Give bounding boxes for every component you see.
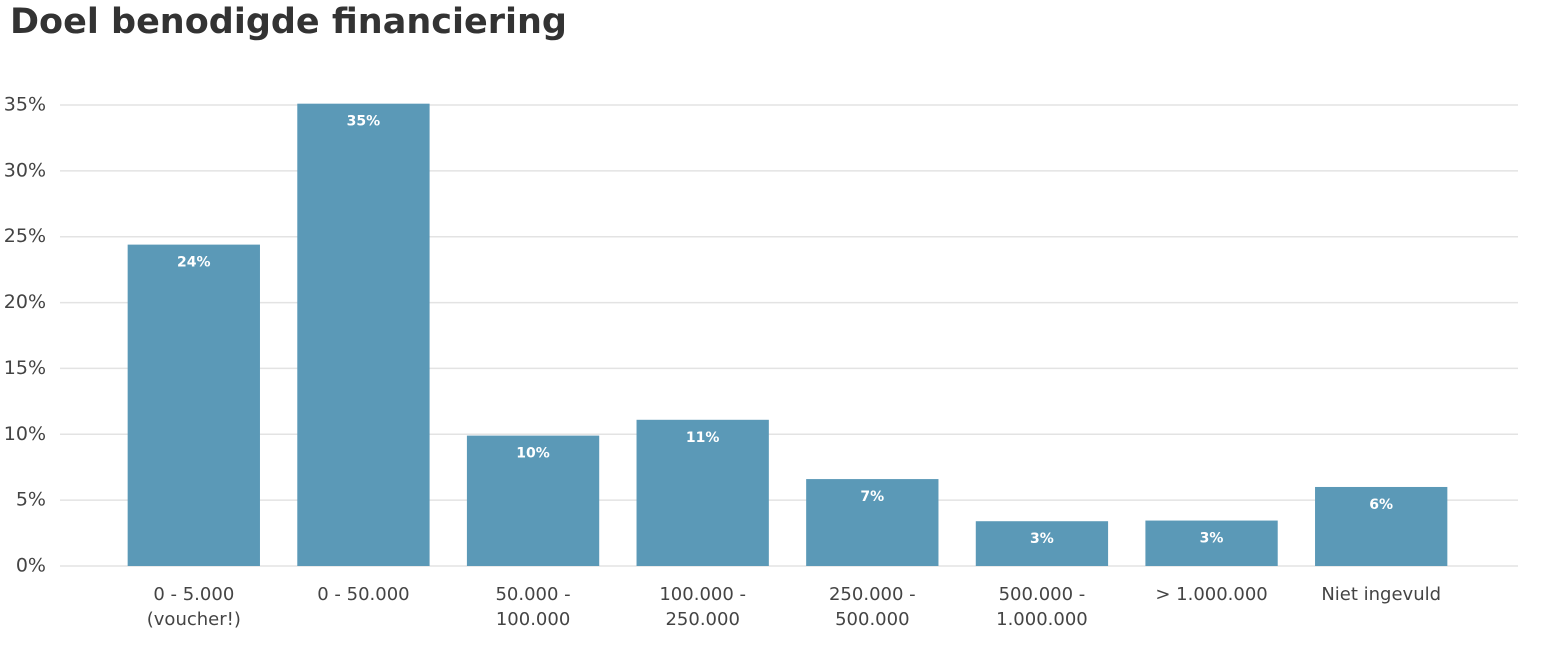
y-tick-label: 15% <box>4 357 46 379</box>
x-tick-label: 100.000 - 250.000 <box>659 584 747 630</box>
bar <box>1315 486 1448 566</box>
value-label: 10% <box>516 446 550 462</box>
y-tick-label: 10% <box>4 423 46 445</box>
x-tick-label: Niet ingevuld <box>1321 584 1442 605</box>
y-tick-label: 0% <box>16 555 46 577</box>
y-tick-label: 25% <box>4 225 46 247</box>
bar <box>127 244 260 567</box>
bar <box>975 521 1109 566</box>
y-tick-label: 35% <box>4 94 46 116</box>
x-tick-label: 0 - 50.000 <box>317 584 410 605</box>
value-label: 7% <box>860 489 884 505</box>
bar <box>806 479 939 566</box>
y-tick-label: 20% <box>4 291 46 313</box>
value-label: 35% <box>347 114 381 130</box>
value-label: 3% <box>1030 531 1054 547</box>
y-tick-label: 5% <box>16 489 46 511</box>
x-tick-label: 250.000 - 500.000 <box>828 584 916 630</box>
value-label: 11% <box>686 430 720 446</box>
chart-title: Doel benodigde financiering <box>10 2 567 42</box>
x-tick-label: > 1.000.000 <box>1155 584 1268 605</box>
value-label: 3% <box>1200 531 1224 547</box>
value-label: 6% <box>1369 497 1393 513</box>
bar <box>1145 520 1278 566</box>
bar <box>636 419 769 566</box>
bar <box>297 103 430 566</box>
y-tick-label: 30% <box>4 159 46 181</box>
x-tick-label: 500.000 - 1.000.000 <box>996 584 1088 630</box>
x-tick-label: 0 - 5.000 (voucher!) <box>146 584 241 630</box>
value-label: 24% <box>177 255 211 271</box>
x-tick-label: 50.000 - 100.000 <box>495 584 571 630</box>
bar <box>466 435 600 566</box>
